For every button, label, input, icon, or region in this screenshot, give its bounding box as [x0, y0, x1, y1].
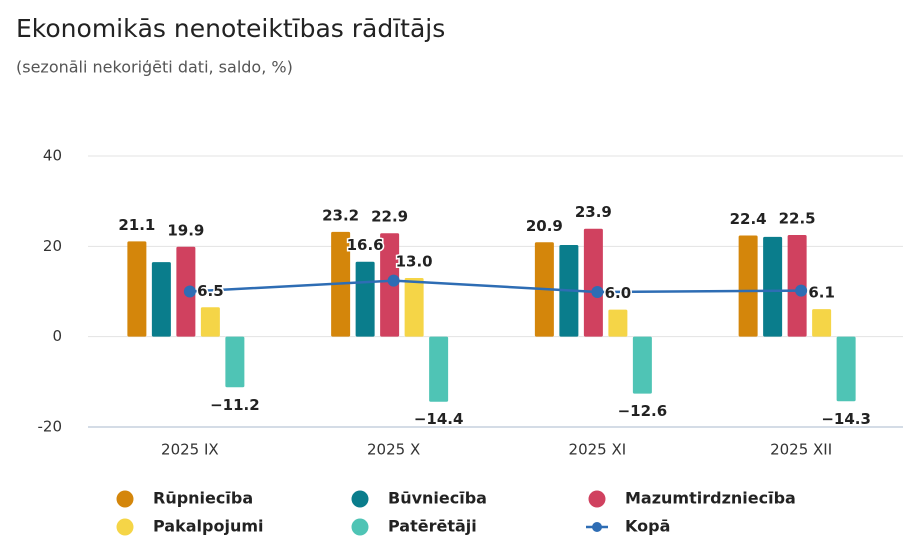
bar	[632, 336, 652, 394]
bar	[763, 236, 783, 337]
line	[189, 279, 802, 294]
legend-marker	[351, 490, 369, 508]
chart-subtitle: (sezonāli nekoriģēti dati, saldo, %)	[16, 58, 293, 77]
bar	[738, 235, 758, 337]
value-label: −14.4	[414, 410, 464, 428]
legend-marker	[588, 490, 606, 508]
bar	[608, 309, 628, 337]
legend-marker	[592, 522, 602, 532]
x-tick-label: 2025 X	[367, 441, 420, 459]
bar	[836, 336, 856, 402]
value-label: 22.5	[779, 210, 816, 228]
y-tick-label: 0	[52, 327, 62, 345]
value-label: 23.2	[322, 206, 359, 224]
x-tick-label: 2025 XI	[569, 441, 627, 459]
bar	[151, 262, 171, 337]
value-label: −12.6	[618, 402, 668, 420]
x-tick-label: 2025 IX	[161, 441, 219, 459]
point	[591, 285, 604, 298]
value-label: 6.5	[197, 282, 224, 300]
point	[795, 284, 808, 297]
value-label: 22.9	[371, 208, 408, 226]
value-label: 22.4	[730, 210, 767, 228]
value-label: 13.0	[396, 252, 433, 270]
value-label: −11.2	[210, 396, 260, 414]
value-label: 20.9	[526, 217, 563, 235]
legend-marker	[351, 518, 369, 536]
legend-label: Mazumtirdzniecība	[625, 489, 796, 508]
value-label: 16.6	[347, 236, 384, 254]
value-label: 21.1	[118, 216, 155, 234]
bar	[583, 228, 603, 337]
chart-title: Ekonomikās nenoteiktības rādītājs	[16, 14, 445, 43]
legend-marker	[116, 490, 134, 508]
bar	[429, 336, 449, 402]
legend-label: Patērētāji	[388, 517, 477, 536]
point	[387, 274, 400, 287]
y-tick-label: 40	[43, 147, 62, 165]
bar	[225, 336, 245, 388]
value-label: 19.9	[167, 221, 204, 239]
bar	[812, 309, 832, 337]
y-tick-label: -20	[38, 418, 63, 436]
legend-label: Rūpniecība	[153, 489, 253, 508]
legend-label: Kopā	[625, 517, 670, 536]
value-label: −14.3	[821, 410, 871, 428]
bar	[200, 307, 220, 337]
point	[183, 285, 196, 298]
x-tick-label: 2025 XII	[770, 441, 832, 459]
bar	[355, 261, 375, 337]
value-label: 23.9	[575, 203, 612, 221]
bar	[127, 241, 147, 337]
y-tick-label: 20	[43, 237, 62, 255]
legend-marker	[116, 518, 134, 536]
value-label: 6.1	[808, 284, 835, 302]
legend-label: Būvniecība	[388, 489, 487, 508]
bar	[404, 277, 424, 337]
value-label: 6.0	[605, 284, 632, 302]
bar	[787, 235, 807, 337]
legend-label: Pakalpojumi	[153, 517, 264, 536]
